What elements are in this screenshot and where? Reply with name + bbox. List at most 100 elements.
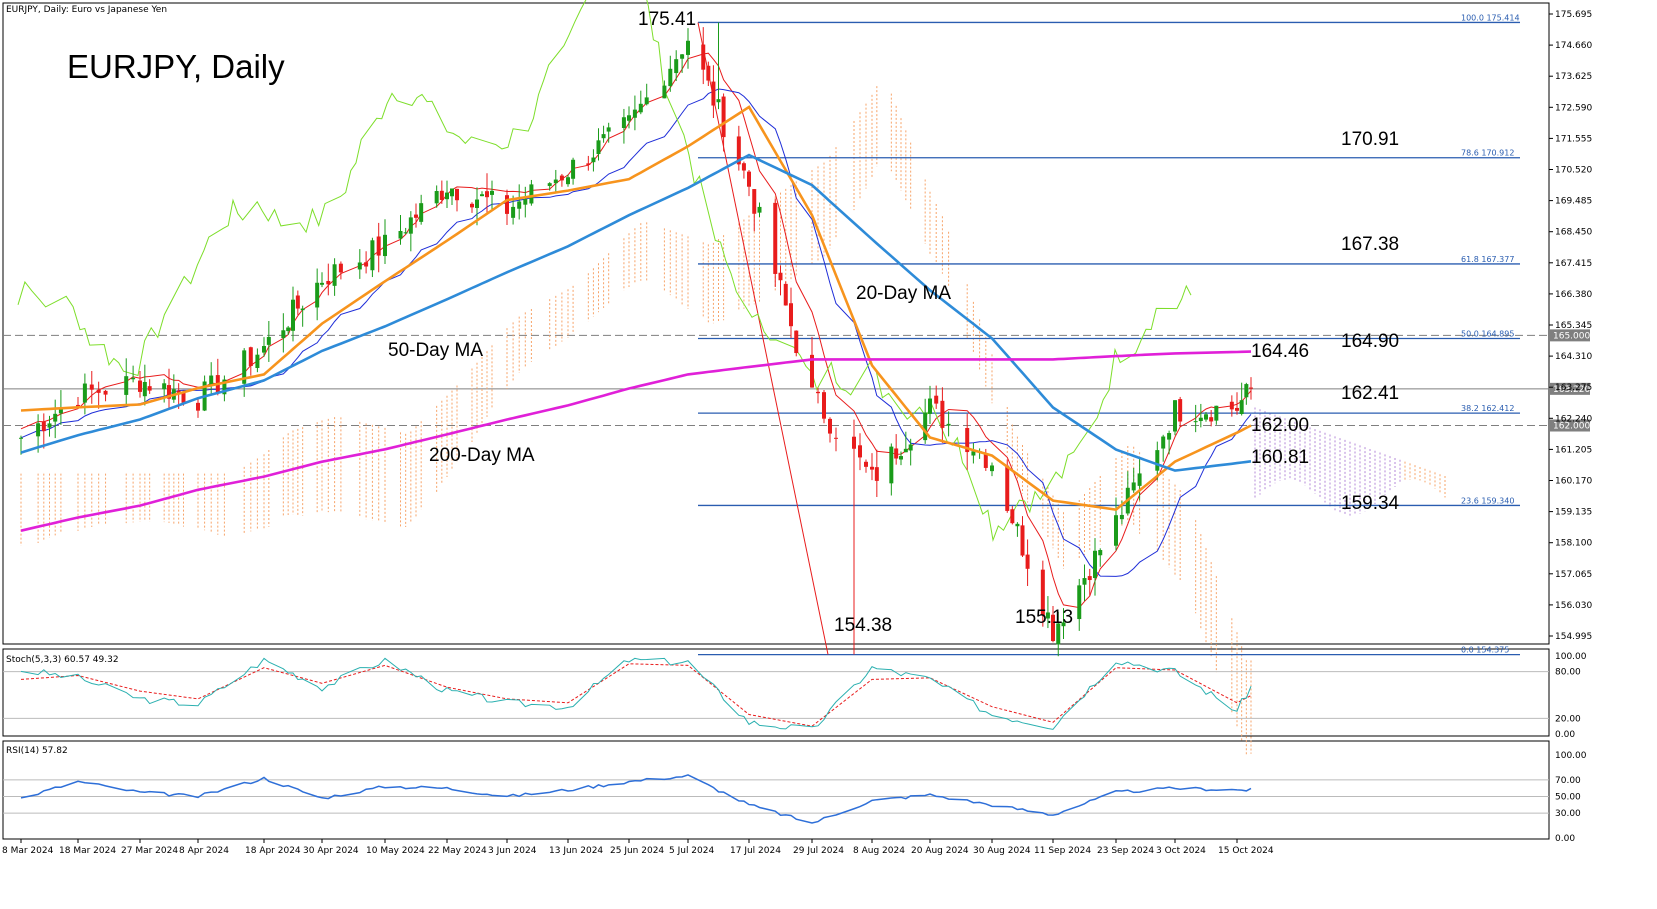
y-tick-label: 170.520 — [1555, 166, 1592, 176]
candle-body — [96, 389, 101, 393]
x-tick-label: 10 May 2024 — [366, 846, 425, 856]
stoch-k-line — [20, 657, 1252, 730]
candle-body — [680, 54, 685, 59]
candle-body — [1244, 384, 1249, 398]
y-tick-label: 154.995 — [1555, 632, 1592, 642]
kijun-line — [20, 88, 1252, 577]
candle-body — [475, 199, 479, 208]
moving-average-line — [20, 350, 1252, 532]
candle-body — [1209, 417, 1214, 422]
candle-body — [606, 127, 611, 132]
candle-body — [586, 163, 591, 166]
y-tick-label: 156.030 — [1555, 601, 1592, 611]
x-tick-label: 29 Jul 2024 — [793, 846, 844, 856]
main-panel — [2, 2, 1550, 645]
candle-body — [176, 390, 181, 393]
x-tick-label: 15 Oct 2024 — [1218, 846, 1274, 856]
candle-body — [571, 159, 576, 179]
candle-body — [450, 188, 454, 197]
x-tick-label: 23 Sep 2024 — [1097, 846, 1154, 856]
candle-body — [1093, 550, 1097, 579]
candle-body — [864, 461, 868, 467]
candle-body — [209, 375, 214, 386]
candle-body — [523, 199, 528, 205]
candle-body — [1040, 569, 1045, 616]
candle-body — [701, 44, 706, 70]
candle-body — [19, 437, 23, 439]
candle-body — [1005, 465, 1010, 511]
candle-body — [53, 413, 58, 422]
candle-body — [490, 190, 494, 195]
candle-body — [810, 354, 814, 388]
candle-body — [434, 191, 439, 204]
candle-body — [1137, 473, 1142, 486]
rsi-tick-label: 30.00 — [1555, 809, 1581, 819]
candle-body — [36, 423, 41, 437]
price-tag — [1550, 382, 1590, 395]
candle-body — [1131, 482, 1136, 491]
x-tick-label: 30 Aug 2024 — [973, 846, 1031, 856]
candle-body — [480, 194, 484, 197]
rsi-tick-label: 50.00 — [1555, 793, 1581, 803]
rsi-panel — [2, 740, 1550, 840]
candle-body — [874, 467, 879, 481]
chikou-line — [17, 0, 1192, 543]
candle-body — [511, 206, 516, 218]
candle-body — [894, 448, 899, 459]
x-tick-label: 20 Aug 2024 — [911, 846, 969, 856]
y-tick-label: 160.170 — [1555, 477, 1592, 487]
stoch-d-line — [20, 663, 1252, 727]
candle-body — [621, 117, 626, 129]
y-tick-label: 173.625 — [1555, 72, 1592, 82]
x-tick-label: 3 Jun 2024 — [488, 846, 537, 856]
price-tag — [1550, 329, 1590, 342]
y-tick-label: 157.065 — [1555, 570, 1592, 580]
candle-body — [1098, 550, 1103, 556]
fib-level-label: 50.0 164.895 — [1461, 330, 1514, 339]
x-tick-label: 3 Oct 2024 — [1156, 846, 1206, 856]
level-164-90: 164.90 — [1341, 331, 1399, 352]
x-tick-label: 30 Apr 2024 — [303, 846, 359, 856]
level-170-91: 170.91 — [1341, 129, 1399, 150]
candle-body — [403, 232, 408, 234]
y-tick-label: 174.660 — [1555, 41, 1592, 51]
candle-body — [553, 179, 558, 184]
candle-body — [662, 85, 667, 99]
candle-body — [816, 391, 820, 394]
candle-body — [1249, 387, 1253, 389]
candle-body — [627, 115, 631, 121]
candle-body — [990, 465, 994, 472]
candle-body — [783, 283, 788, 306]
candle-body — [281, 330, 286, 339]
x-tick-label: 18 Mar 2024 — [59, 846, 116, 856]
stoch-tick-label: 80.00 — [1555, 668, 1581, 678]
candle-body — [1214, 405, 1219, 421]
stoch-tick-label: 0.00 — [1555, 730, 1575, 740]
candle-body — [752, 189, 757, 214]
fib-level-label: 78.6 170.912 — [1461, 149, 1514, 158]
candle-body — [295, 295, 300, 309]
candle-body — [1051, 614, 1055, 642]
candle-body — [419, 203, 424, 222]
candle-body — [300, 308, 305, 311]
candle-body — [789, 303, 793, 327]
rsi-tick-label: 70.00 — [1555, 776, 1581, 786]
candle-body — [1239, 400, 1244, 414]
candle-body — [255, 354, 260, 369]
candle-body — [934, 395, 939, 404]
x-tick-label: 5 Jul 2024 — [669, 846, 714, 856]
fib-level-label: 0.0 154.375 — [1461, 646, 1509, 655]
price-tag-label: 165.000 — [1553, 331, 1590, 341]
x-tick-label: 11 Sep 2024 — [1034, 846, 1091, 856]
price-tag-label: 163.220 — [1553, 385, 1590, 395]
candle-body — [706, 65, 711, 81]
candle-body — [686, 40, 690, 55]
candle-body — [1178, 399, 1183, 422]
candle-body — [741, 163, 746, 171]
fib-anchor-line — [697, 22, 829, 655]
candle-body — [822, 392, 826, 419]
candle-body — [1056, 623, 1061, 645]
candle-body — [41, 421, 46, 432]
candle-body — [638, 103, 643, 113]
